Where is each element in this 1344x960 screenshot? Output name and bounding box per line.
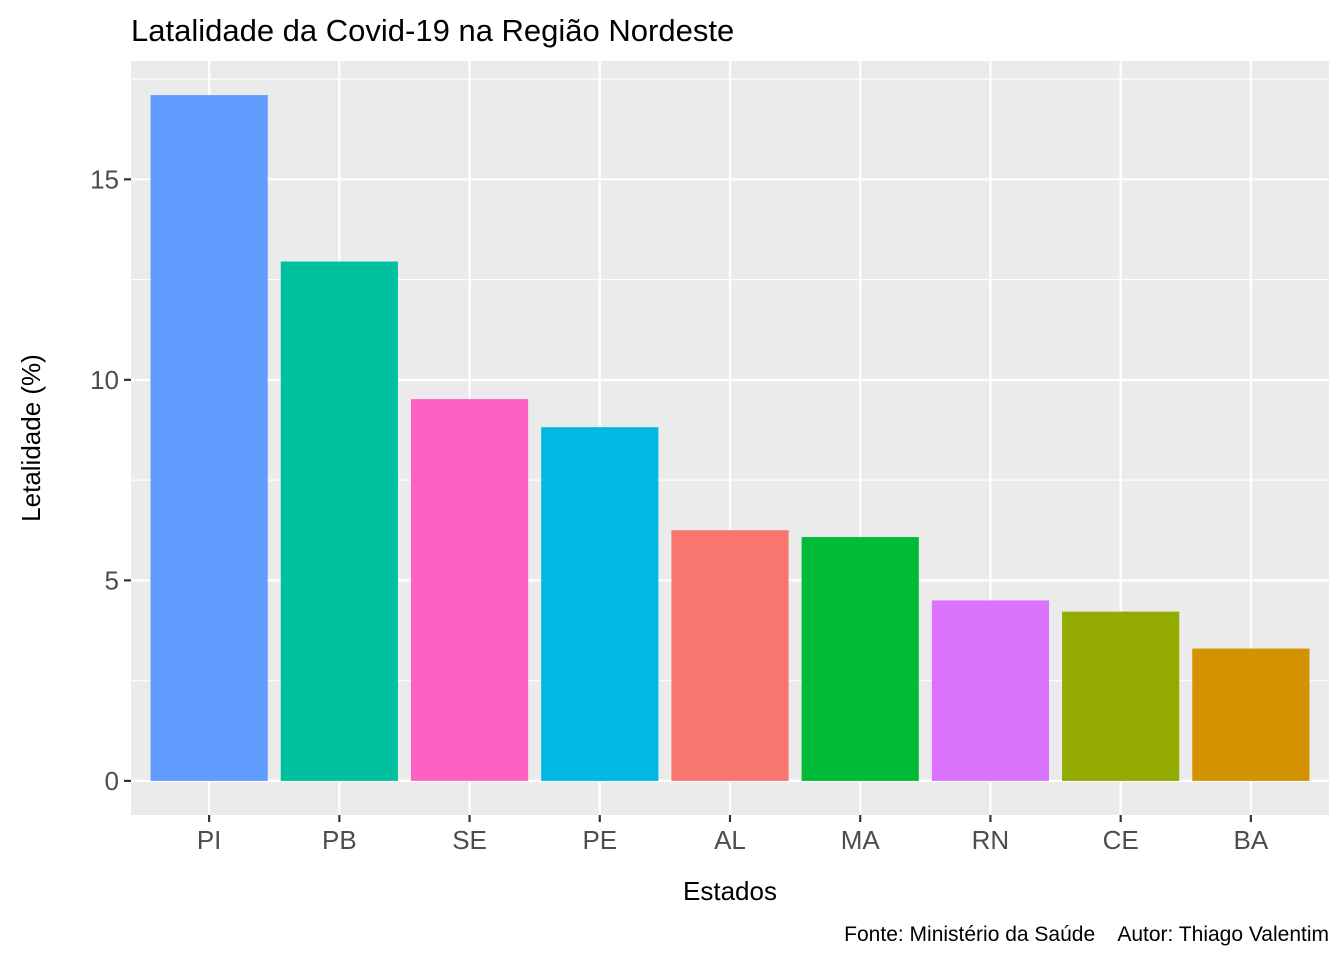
y-axis: 0 5 10 15 bbox=[90, 164, 131, 796]
x-tick-label-ce: CE bbox=[1103, 825, 1139, 855]
bar-se bbox=[410, 399, 529, 781]
x-tick-label-pe: PE bbox=[582, 825, 617, 855]
bar-pi bbox=[150, 95, 268, 781]
bar-pe bbox=[541, 427, 659, 781]
x-axis-title: Estados bbox=[683, 876, 777, 906]
x-tick-label-ma: MA bbox=[841, 825, 881, 855]
bar-pb bbox=[280, 261, 398, 781]
chart-title: Latalidade da Covid-19 na Região Nordest… bbox=[131, 13, 734, 48]
caption: Fonte: Ministério da Saúde Autor: Thiago… bbox=[844, 923, 1329, 946]
y-tick-label: 5 bbox=[105, 565, 119, 595]
bar-ce bbox=[1062, 611, 1180, 781]
y-tick-label: 15 bbox=[90, 164, 119, 194]
x-tick-label-al: AL bbox=[714, 825, 746, 855]
x-tick-label-pb: PB bbox=[322, 825, 357, 855]
x-tick-label-pi: PI bbox=[197, 825, 222, 855]
y-axis-title: Letalidade (%) bbox=[16, 354, 46, 522]
x-tick-label-ba: BA bbox=[1234, 825, 1269, 855]
y-tick-label: 0 bbox=[105, 766, 119, 796]
bar-ma bbox=[801, 537, 919, 781]
x-axis: PI PB SE PE AL MA RN CE BA bbox=[197, 815, 1269, 855]
x-tick-label-rn: RN bbox=[972, 825, 1010, 855]
bar-al bbox=[671, 530, 789, 781]
bar-ba bbox=[1192, 648, 1310, 781]
bar-rn bbox=[931, 600, 1050, 781]
x-tick-label-se: SE bbox=[452, 825, 487, 855]
y-tick-label: 10 bbox=[90, 365, 119, 395]
bars bbox=[150, 95, 1310, 781]
